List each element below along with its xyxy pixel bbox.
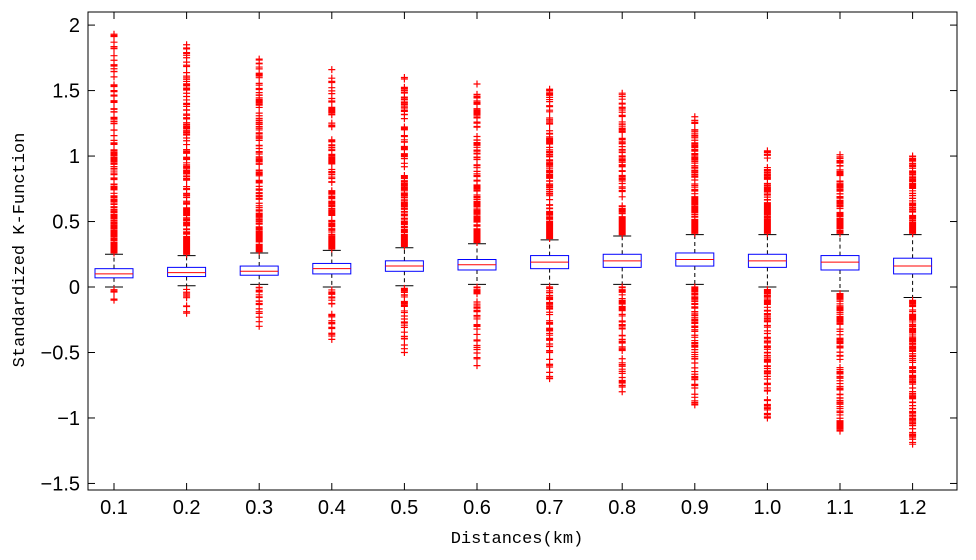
x-tick-label: 0.8 — [608, 497, 636, 519]
x-axis-label: Distances(km) — [451, 530, 584, 549]
outlier-markers — [183, 41, 191, 317]
x-tick-label: 1.0 — [753, 497, 781, 519]
box-iqr — [820, 255, 860, 271]
box-group-0.1 — [94, 30, 134, 304]
outlier-markers — [400, 73, 408, 356]
axes: −1.5 −1 −0.5 0 0.5 1 1.5 2 0.1 0.2 0.3 0.4 0.5 0.6 0.7… — [41, 11, 958, 519]
outlier-markers — [763, 147, 771, 422]
outlier-markers — [110, 30, 118, 304]
outlier-markers — [836, 151, 844, 435]
y-tick-label: −1.5 — [41, 473, 80, 495]
x-tick-label: 0.1 — [100, 497, 128, 519]
box-group-1.2 — [893, 152, 933, 448]
outlier-markers — [909, 152, 917, 448]
y-tick-label: 2 — [69, 15, 80, 37]
box-group-0.3 — [239, 55, 279, 330]
y-tick-label: −1 — [57, 408, 80, 430]
y-tick-label: 0.5 — [52, 212, 80, 234]
y-axis-label: Standardized K-Function — [11, 133, 30, 368]
box-group-1.0 — [747, 147, 787, 422]
y-tick-label: −0.5 — [41, 342, 80, 364]
x-tick-label: 1.2 — [899, 497, 927, 519]
outlier-markers — [618, 89, 626, 396]
x-tick-label: 0.7 — [536, 497, 564, 519]
box-group-0.7 — [530, 85, 570, 383]
box-iqr — [94, 268, 134, 279]
x-tick-label: 0.2 — [173, 497, 201, 519]
box-group-0.4 — [312, 66, 352, 343]
box-group-0.8 — [602, 89, 642, 396]
box-group-0.5 — [384, 73, 424, 356]
box-group-0.2 — [167, 41, 207, 317]
y-tick-label: 1.5 — [52, 81, 80, 103]
box-iqr — [239, 265, 279, 276]
x-tick-label: 0.3 — [245, 497, 273, 519]
box-group-0.9 — [675, 113, 715, 409]
plot-frame — [87, 11, 958, 491]
outlier-markers — [546, 85, 554, 383]
box-group-1.1 — [820, 151, 860, 435]
x-tick-label: 1.1 — [826, 497, 854, 519]
outlier-markers — [473, 80, 481, 370]
box-iqr — [167, 266, 207, 278]
plot-area — [94, 30, 933, 448]
box-group-0.6 — [457, 80, 497, 370]
outlier-markers — [255, 55, 263, 330]
y-tick-label: 0 — [69, 277, 80, 299]
x-tick-label: 0.6 — [463, 497, 491, 519]
x-tick-label: 0.4 — [318, 497, 346, 519]
outlier-markers — [328, 66, 336, 343]
outlier-markers — [691, 113, 699, 409]
y-tick-label: 1 — [69, 146, 80, 168]
x-tick-label: 0.5 — [390, 497, 418, 519]
x-tick-label: 0.9 — [681, 497, 709, 519]
